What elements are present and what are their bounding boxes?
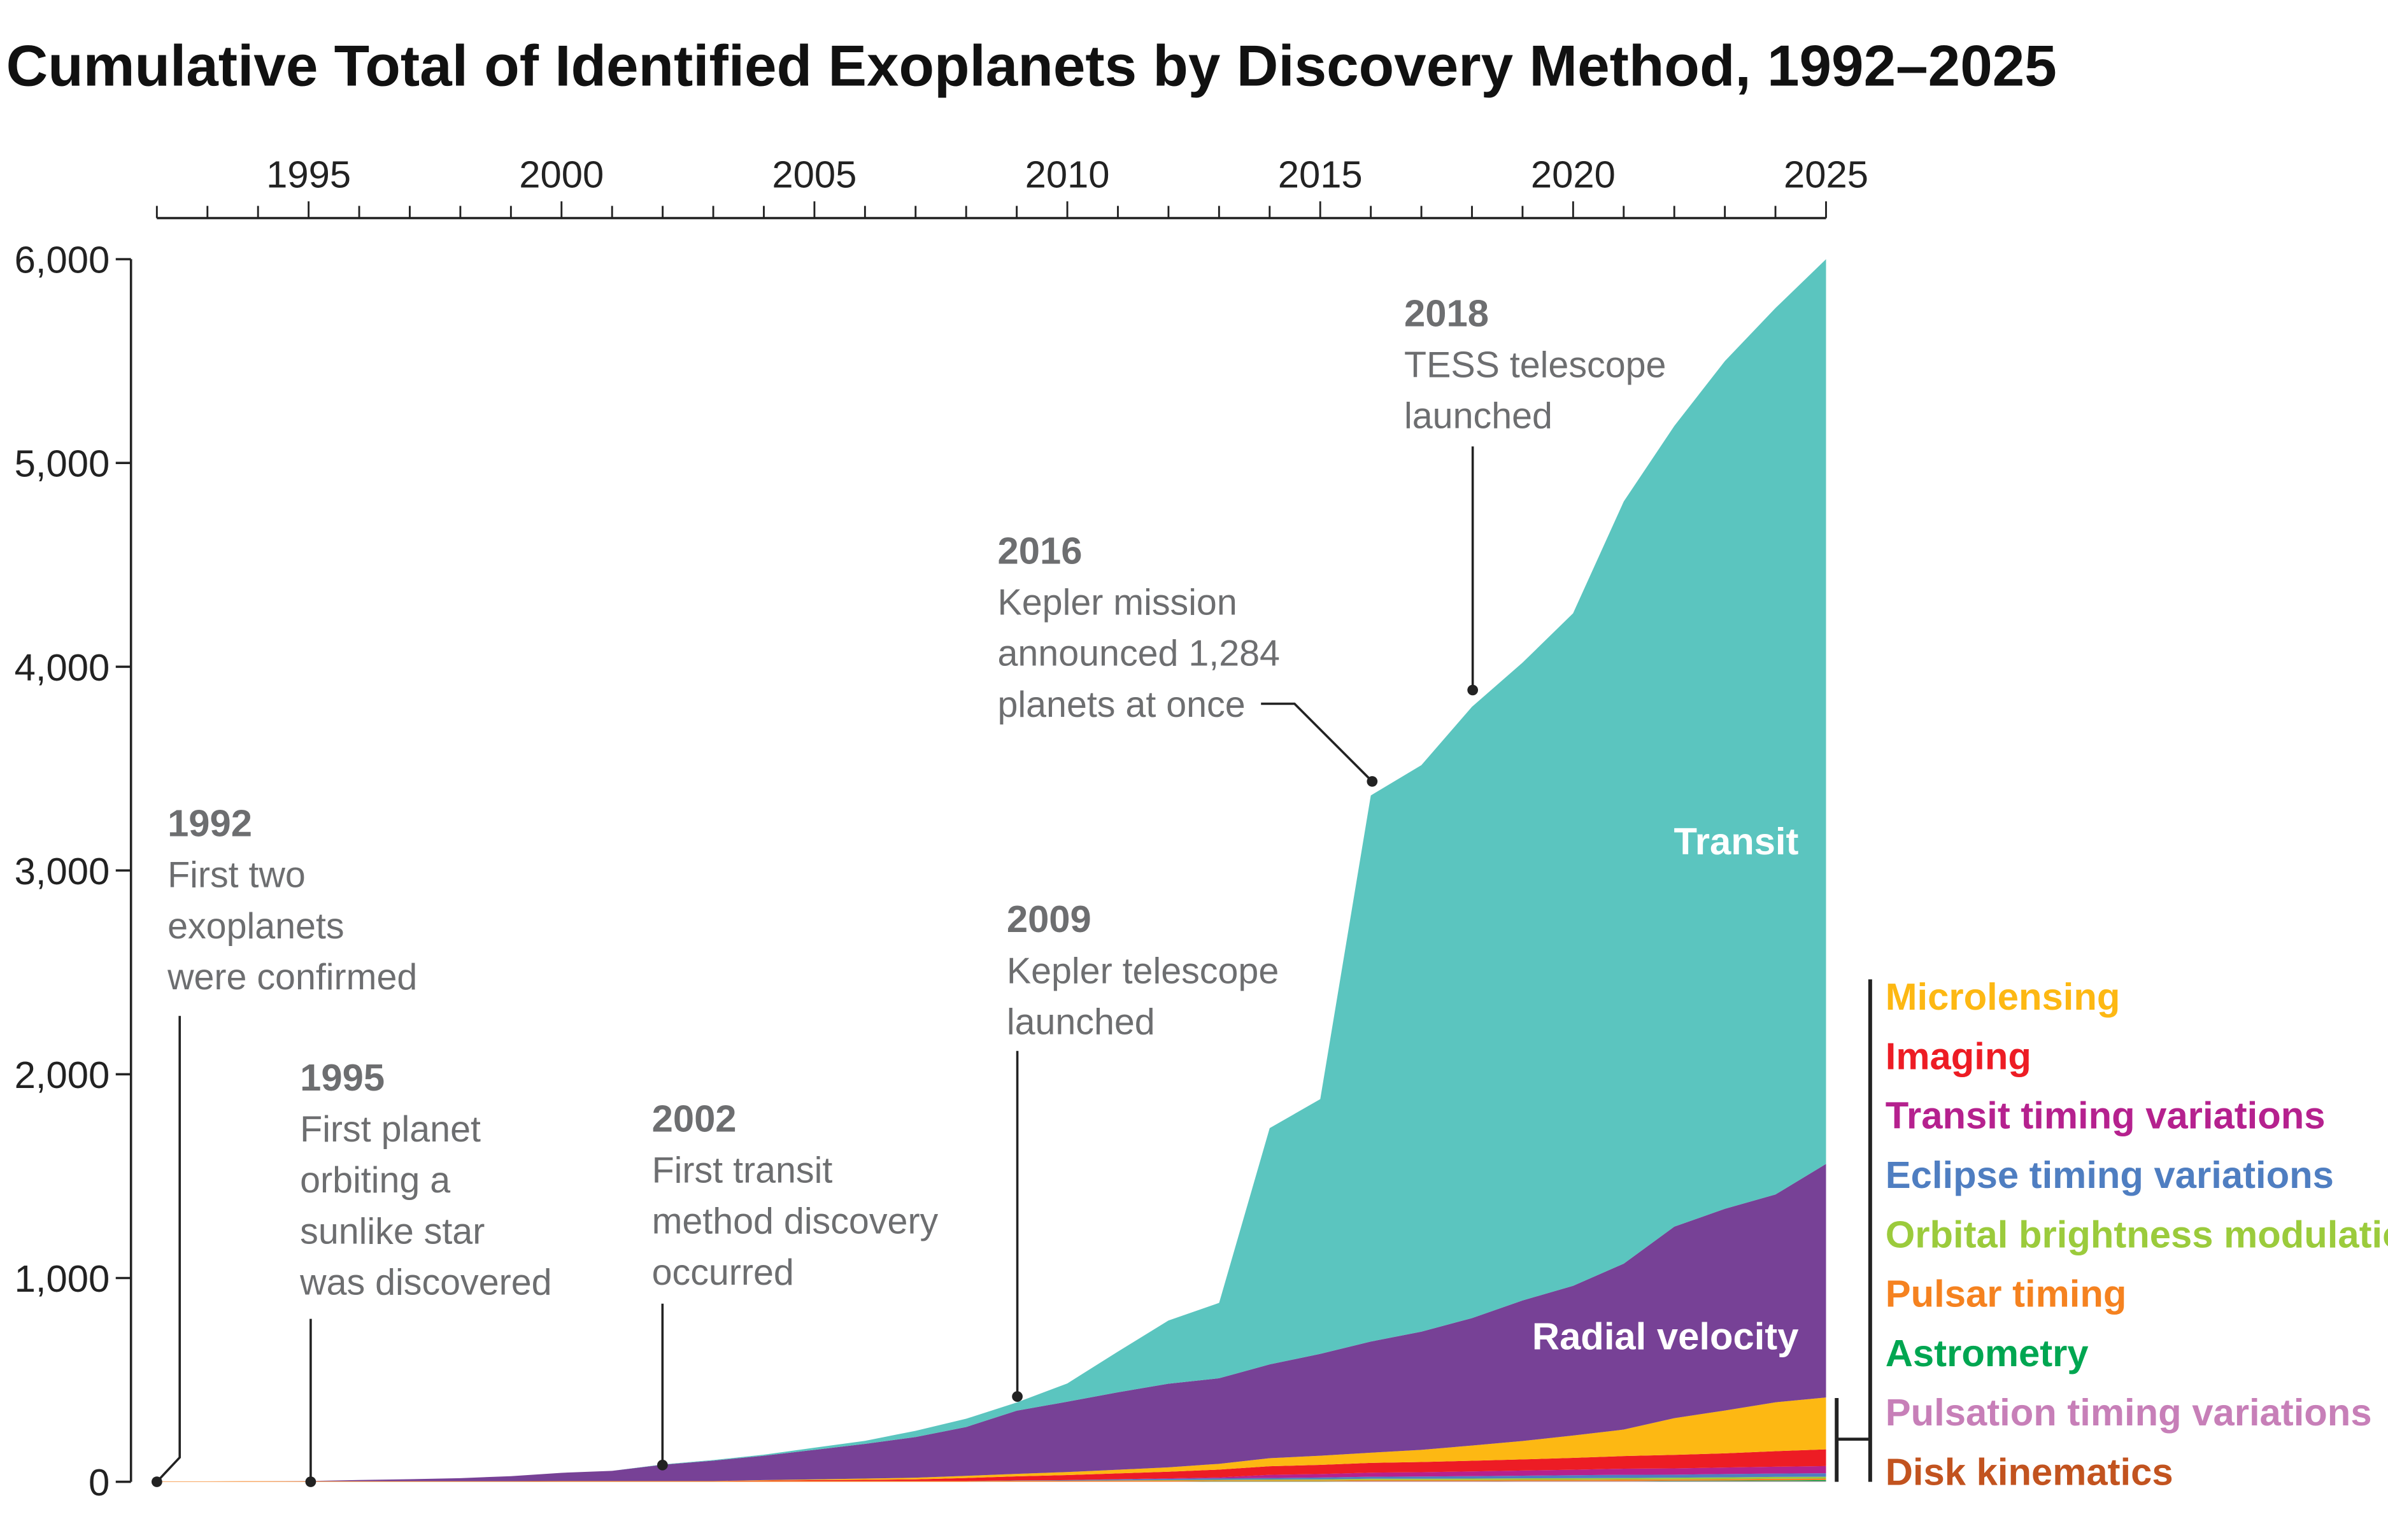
- annotation-text: First planet: [300, 1109, 481, 1150]
- x-tick-label: 2020: [1531, 153, 1616, 196]
- annotation-year: 2016: [997, 529, 1082, 572]
- chart-title: Cumulative Total of Identified Exoplanet…: [6, 34, 2057, 98]
- x-tick-label: 2025: [1784, 153, 1868, 196]
- y-tick-label: 4,000: [15, 646, 110, 689]
- annotation-text: First transit: [652, 1150, 833, 1191]
- legend-item-pulsation-timing-variations: Pulsation timing variations: [1886, 1391, 2372, 1434]
- annotation-year: 1992: [167, 802, 252, 845]
- area-eclipse-timing-variations: [157, 1473, 1826, 1481]
- annotation-text: orbiting a: [300, 1160, 450, 1201]
- annotation-dot: [657, 1459, 668, 1471]
- legend-item-microlensing: Microlensing: [1886, 975, 2121, 1018]
- area-imaging: [157, 1449, 1826, 1481]
- annotation-text: sunlike star: [300, 1211, 485, 1252]
- annotation-dot: [151, 1476, 162, 1487]
- annotation-dot: [305, 1476, 316, 1487]
- annotation-1992: 1992 First two exoplanets were confirmed: [151, 802, 417, 1487]
- legend-item-imaging: Imaging: [1886, 1035, 2031, 1077]
- annotation-2002: 2002 First transit method discovery occurre…: [652, 1098, 939, 1471]
- annotation-year: 2018: [1404, 292, 1489, 334]
- legend: Microlensing Imaging Transit timing variat…: [1835, 975, 2388, 1493]
- annotation-dot: [1367, 776, 1378, 787]
- y-tick-label: 1,000: [15, 1257, 110, 1300]
- annotation-text: TESS telescope: [1404, 344, 1666, 385]
- legend-item-disk-kinematics: Disk kinematics: [1886, 1450, 2173, 1493]
- y-tick-label: 6,000: [15, 239, 110, 281]
- annotation-year: 1995: [300, 1056, 385, 1099]
- y-tick-label: 3,000: [15, 850, 110, 893]
- annotation-text: was discovered: [299, 1262, 551, 1303]
- y-tick-label: 5,000: [15, 442, 110, 485]
- y-axis: 0 1,000 2,000 3,000 4,000 5,000 6,000: [15, 239, 132, 1504]
- x-tick-label: 2010: [1025, 153, 1110, 196]
- annotation-text: were confirmed: [167, 957, 417, 998]
- annotation-year: 2002: [652, 1098, 737, 1140]
- legend-item-orbital-brightness-modulation: Orbital brightness modulation: [1886, 1213, 2388, 1255]
- area-microlensing: [157, 1397, 1826, 1481]
- annotation-dot: [1012, 1391, 1023, 1402]
- annotation-leader-line: [1261, 702, 1374, 782]
- annotation-text: announced 1,284: [997, 633, 1279, 674]
- x-tick-label: 1995: [266, 153, 351, 196]
- annotation-text: launched: [1404, 396, 1553, 437]
- area-pulsation-timing-variations: [157, 1481, 1826, 1482]
- annotation-text: planets at once: [997, 684, 1245, 725]
- legend-item-pulsar-timing: Pulsar timing: [1886, 1273, 2127, 1315]
- annotation-1995: 1995 First planet orbiting a sunlike star wa…: [299, 1056, 552, 1487]
- annotation-year: 2009: [1007, 898, 1091, 940]
- annotation-text: method discovery: [652, 1201, 939, 1242]
- area-orbital-brightness-modulation: [157, 1476, 1826, 1481]
- annotation-2018: 2018 TESS telescope launched: [1404, 292, 1666, 696]
- annotation-text: launched: [1007, 1001, 1155, 1042]
- area-transit-timing-variations: [157, 1466, 1826, 1481]
- annotation-text: exoplanets: [167, 906, 345, 947]
- y-tick-label: 2,000: [15, 1054, 110, 1096]
- legend-item-astrometry: Astrometry: [1886, 1332, 2089, 1374]
- radial-velocity-area-label: Radial velocity: [1532, 1315, 1799, 1357]
- annotation-2016: 2016 Kepler mission announced 1,284 planets…: [997, 529, 1378, 787]
- annotation-leader-line: [156, 1015, 181, 1483]
- transit-area-label: Transit: [1674, 820, 1798, 863]
- annotation-text: First two: [167, 855, 306, 896]
- y-tick-label: 0: [89, 1461, 110, 1504]
- x-tick-label: 2005: [772, 153, 856, 196]
- area-radial-velocity: [157, 1164, 1826, 1481]
- x-tick-label: 2000: [519, 153, 604, 196]
- x-tick-label: 2015: [1278, 153, 1363, 196]
- stacked-areas: [157, 259, 1826, 1482]
- area-transit: [157, 259, 1826, 1481]
- annotation-text: Kepler mission: [997, 583, 1237, 623]
- legend-item-transit-timing-variations: Transit timing variations: [1886, 1094, 2326, 1137]
- annotation-text: occurred: [652, 1252, 794, 1293]
- x-axis: 1995 2000 2005 2010 2015 2020 2025: [155, 153, 1868, 220]
- legend-item-eclipse-timing-variations: Eclipse timing variations: [1886, 1154, 2334, 1196]
- area-pulsar-timing: [157, 1478, 1826, 1482]
- annotation-text: Kepler telescope: [1007, 950, 1279, 991]
- annotation-dot: [1467, 684, 1479, 696]
- annotation-2009: 2009 Kepler telescope launched: [1007, 898, 1279, 1402]
